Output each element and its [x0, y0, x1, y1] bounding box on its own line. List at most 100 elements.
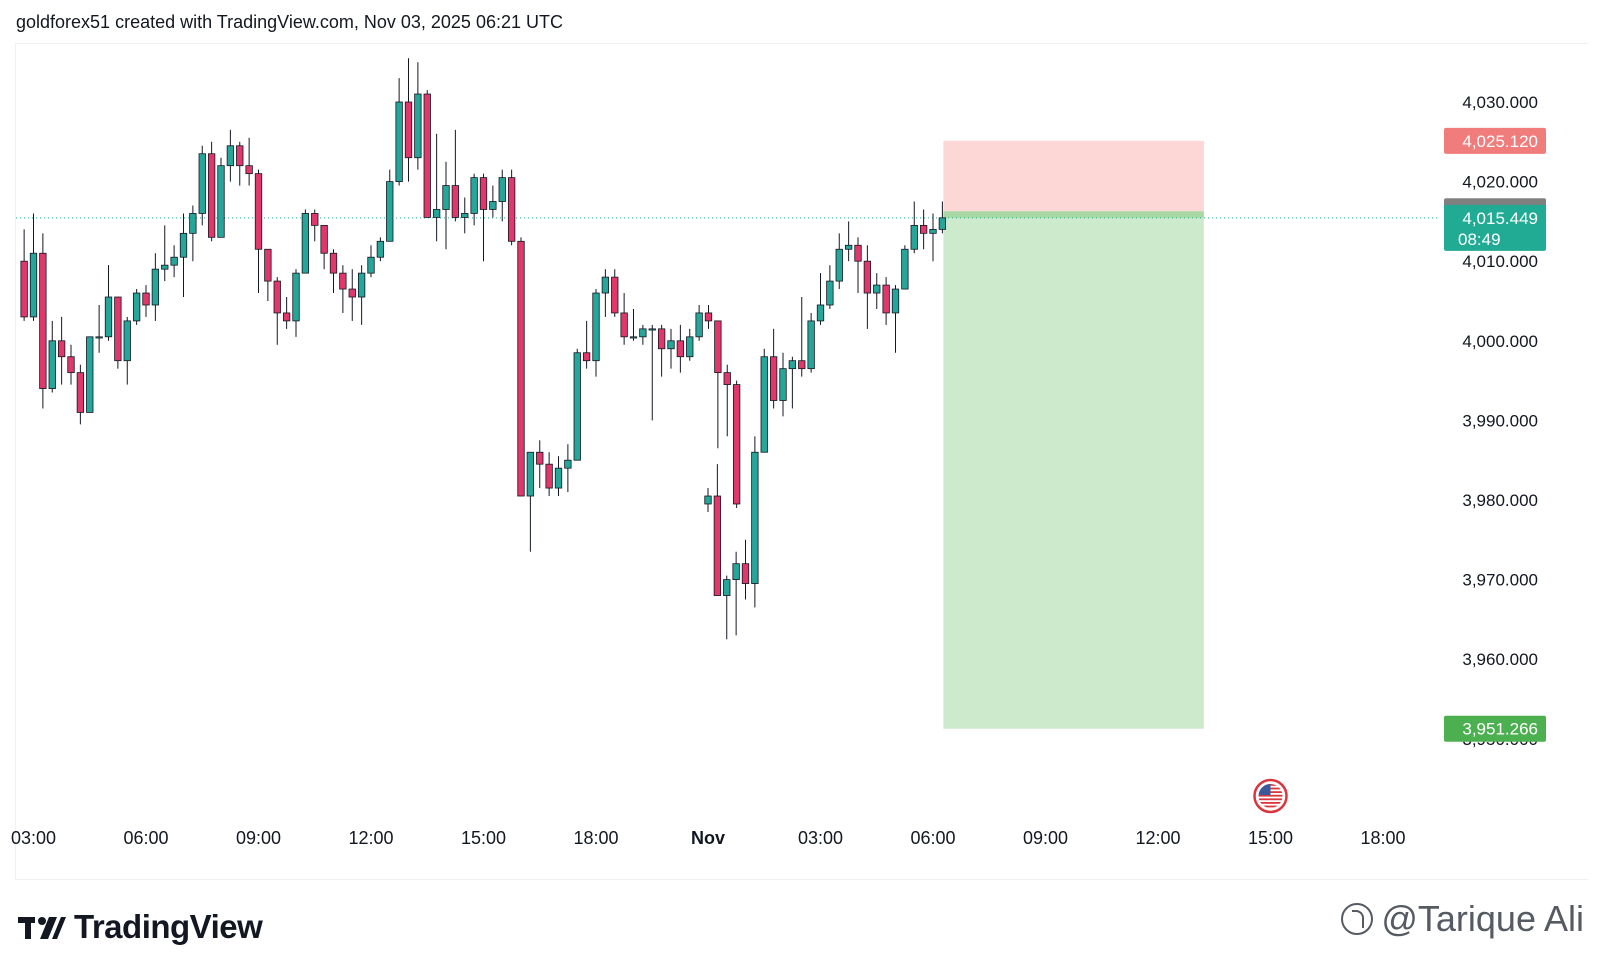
candle[interactable]: [301, 209, 310, 274]
candle[interactable]: [432, 133, 441, 242]
candle[interactable]: [48, 320, 56, 393]
us-flag-icon[interactable]: [1253, 778, 1288, 814]
candle[interactable]: [386, 169, 394, 242]
candle[interactable]: [882, 277, 890, 325]
candle[interactable]: [489, 185, 497, 218]
candle[interactable]: [273, 277, 281, 345]
candle[interactable]: [910, 201, 918, 254]
candle[interactable]: [919, 209, 928, 250]
candle[interactable]: [348, 269, 356, 321]
candle[interactable]: [592, 289, 600, 377]
candle[interactable]: [179, 213, 188, 298]
candle[interactable]: [732, 380, 741, 508]
candle[interactable]: [732, 551, 740, 636]
candle[interactable]: [151, 253, 160, 321]
candle[interactable]: [442, 161, 450, 250]
candle[interactable]: [339, 265, 347, 313]
candle[interactable]: [695, 304, 703, 341]
candle[interactable]: [329, 249, 338, 294]
candle[interactable]: [835, 233, 843, 290]
candle[interactable]: [526, 451, 535, 552]
candle[interactable]: [723, 364, 731, 437]
candle[interactable]: [376, 237, 385, 262]
candle[interactable]: [798, 297, 806, 377]
candle[interactable]: [226, 129, 235, 182]
candle[interactable]: [704, 304, 713, 329]
candle[interactable]: [554, 456, 563, 497]
candle[interactable]: [929, 213, 937, 262]
candle[interactable]: [479, 173, 488, 262]
candle[interactable]: [854, 237, 862, 294]
candle[interactable]: [282, 297, 291, 329]
candle[interactable]: [86, 336, 94, 413]
candle[interactable]: [461, 197, 469, 234]
candle[interactable]: [751, 436, 759, 608]
candle[interactable]: [395, 78, 403, 186]
candle[interactable]: [816, 273, 825, 325]
candle[interactable]: [714, 320, 722, 449]
candle[interactable]: [170, 245, 178, 278]
candle[interactable]: [161, 225, 169, 282]
candle[interactable]: [57, 316, 66, 385]
candle[interactable]: [95, 304, 103, 353]
candle[interactable]: [451, 129, 460, 222]
candle[interactable]: [564, 444, 572, 493]
candle[interactable]: [901, 245, 909, 290]
candle[interactable]: [320, 224, 328, 270]
candle[interactable]: [676, 324, 685, 373]
candle[interactable]: [844, 221, 853, 262]
candle[interactable]: [198, 145, 206, 226]
target-price-badge[interactable]: 3,951.266: [1444, 715, 1546, 742]
candle[interactable]: [470, 173, 478, 226]
candle[interactable]: [67, 344, 75, 385]
candle[interactable]: [123, 316, 131, 385]
candle[interactable]: [536, 440, 544, 489]
candle[interactable]: [713, 464, 722, 596]
candle[interactable]: [114, 296, 122, 369]
candle[interactable]: [873, 273, 881, 309]
tradingview-logo[interactable]: TradingView: [18, 908, 263, 946]
candle[interactable]: [741, 539, 750, 600]
candle[interactable]: [29, 213, 38, 321]
candle[interactable]: [292, 269, 300, 337]
candle[interactable]: [39, 233, 47, 409]
candle[interactable]: [723, 575, 731, 640]
candle[interactable]: [545, 452, 553, 497]
candle[interactable]: [826, 265, 834, 309]
candle[interactable]: [517, 237, 525, 497]
candle[interactable]: [217, 157, 225, 238]
candle[interactable]: [704, 488, 712, 512]
candle[interactable]: [657, 324, 666, 377]
candle[interactable]: [629, 308, 638, 341]
stop-loss-zone[interactable]: [943, 140, 1204, 212]
stop-loss-price-badge[interactable]: 4,025.120: [1444, 127, 1546, 154]
candle[interactable]: [573, 348, 581, 461]
candle[interactable]: [104, 265, 113, 341]
candle[interactable]: [189, 205, 197, 262]
candle[interactable]: [760, 348, 768, 453]
candle[interactable]: [582, 320, 591, 369]
candle[interactable]: [132, 289, 141, 325]
candle[interactable]: [620, 293, 628, 345]
candle[interactable]: [20, 229, 28, 321]
candle[interactable]: [891, 285, 900, 353]
last-price-badge[interactable]: 4,015.449 08:49: [1444, 204, 1546, 251]
candle[interactable]: [245, 137, 253, 186]
candle[interactable]: [254, 169, 263, 294]
candle[interactable]: [264, 248, 272, 301]
candle[interactable]: [807, 312, 815, 373]
candle[interactable]: [788, 356, 797, 409]
candle[interactable]: [779, 352, 787, 417]
candle[interactable]: [367, 245, 375, 278]
candle[interactable]: [686, 328, 694, 361]
candle[interactable]: [601, 269, 610, 317]
candle[interactable]: [414, 62, 422, 170]
take-profit-zone[interactable]: [943, 211, 1204, 729]
candle[interactable]: [507, 169, 516, 246]
candle[interactable]: [236, 141, 244, 186]
candle[interactable]: [938, 201, 947, 234]
candle[interactable]: [863, 245, 872, 329]
candle[interactable]: [142, 285, 150, 317]
candle[interactable]: [357, 265, 366, 325]
candle[interactable]: [639, 324, 647, 345]
